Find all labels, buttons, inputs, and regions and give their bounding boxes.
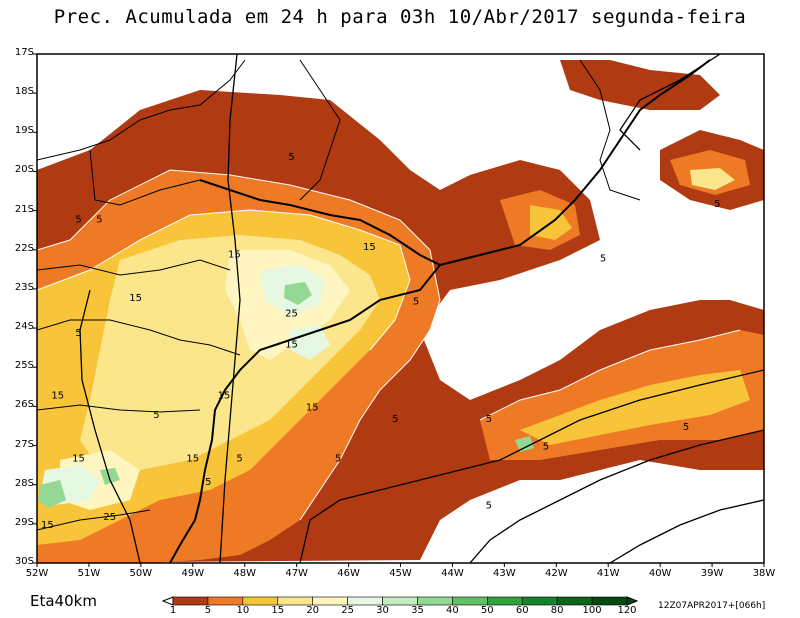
contour-label: 5 [413, 297, 419, 308]
lon-label: 44W [441, 568, 464, 579]
colorbar-label: 25 [341, 605, 354, 616]
lon-label: 39W [700, 568, 724, 579]
contour-label: 15 [51, 391, 64, 402]
lat-label: 25S [14, 360, 34, 372]
contour-label: 15 [72, 453, 85, 464]
lon-label: 43W [493, 568, 516, 579]
contour-label: 5 [486, 414, 492, 425]
contour-label: 25 [285, 308, 298, 319]
contour-label: 5 [543, 442, 549, 453]
coastline [169, 59, 711, 563]
contour-label: 5 [392, 414, 398, 425]
contour-label: 15 [228, 250, 241, 261]
lat-label: 22S [14, 242, 34, 254]
colorbar-label: 100 [582, 605, 602, 616]
contour-label: 5 [683, 422, 689, 433]
lat-label: 30S [14, 556, 34, 567]
colorbar-label: 60 [515, 605, 529, 616]
colorbar-swatch [207, 596, 244, 606]
colorbar-label: 20 [306, 605, 320, 616]
colorbar [161, 596, 639, 606]
lon-label: 41W [596, 568, 620, 579]
colorbar-label: 15 [271, 605, 285, 616]
lat-label: 29S [14, 516, 34, 528]
y-ticks [33, 53, 37, 564]
lat-label: 17S [14, 47, 34, 58]
precip-30mm-layer [40, 265, 330, 505]
lat-label: 26S [14, 399, 34, 411]
lon-label: 48W [233, 568, 257, 579]
contour-label: 5 [486, 500, 492, 511]
colorbar-label: 10 [236, 605, 250, 616]
colorbar-label: 80 [550, 605, 564, 616]
colorbar-right-arrow [626, 596, 639, 606]
x-ticks [36, 563, 765, 567]
lon-label: 50W [129, 568, 153, 579]
contour-label: 5 [335, 453, 341, 464]
contour-label: 5 [75, 328, 81, 339]
contour-label: 5 [288, 152, 294, 163]
colorbar-label: 50 [480, 605, 494, 616]
colorbar-swatch [487, 596, 523, 606]
lat-label: 23S [14, 281, 34, 293]
lat-label: 27S [14, 438, 34, 450]
lat-label: 24S [14, 321, 34, 333]
colorbar-swatch [521, 596, 558, 606]
lat-label: 20S [14, 164, 34, 176]
contour-label: 25 [103, 512, 116, 523]
colorbar-swatch [312, 596, 348, 606]
isobars [79, 54, 764, 563]
contour-label: 5 [205, 477, 211, 488]
lon-label: 38W [752, 568, 776, 579]
contour-label: 5 [714, 199, 720, 210]
contour-label: 15 [186, 453, 199, 464]
colorbar-label: 40 [446, 605, 459, 616]
contour-labels: 5 5 5 15 15 15 25 5 5 15 15 15 5 15 5 5 5 5 15 15 5 5 5 5 25 15 5 5 [41, 152, 720, 531]
lon-label: 49W [181, 568, 205, 579]
colorbar-swatch [452, 596, 488, 606]
lon-label: 40W [648, 568, 672, 579]
colorbar-swatch [417, 596, 453, 606]
colorbar-label: 5 [204, 605, 212, 616]
lon-label: 52W [25, 568, 49, 579]
lat-label: 28S [14, 477, 34, 489]
contour-label: 5 [236, 453, 242, 464]
colorbar-label: 30 [376, 605, 389, 616]
colorbar-label: 120 [617, 605, 637, 616]
lat-label: 18S [14, 86, 34, 98]
lat-label: 19S [14, 125, 34, 137]
lon-label: 47W [285, 568, 308, 579]
lon-label: 45W [389, 568, 412, 579]
contour-label: 15 [218, 391, 231, 402]
contour-label: 5 [96, 214, 102, 225]
contour-label: 5 [153, 410, 159, 421]
colorbar-swatch [242, 596, 279, 606]
colorbar-swatch [382, 596, 418, 606]
contour-label: 5 [75, 214, 81, 225]
colorbar-swatch [277, 596, 313, 606]
colorbar-swatch [347, 596, 383, 606]
contour-label: 15 [363, 242, 376, 253]
lon-label: 46W [337, 568, 360, 579]
colorbar-left-arrow [161, 596, 174, 606]
contour-label: 15 [306, 402, 319, 413]
lon-label: 51W [77, 568, 101, 579]
precip-35mm-layer [38, 282, 534, 508]
run-stamp: 12Z07APR2017+[066h] [658, 601, 766, 611]
lat-label: 21S [14, 203, 34, 215]
colorbar-swatch [172, 596, 209, 606]
colorbar-label: 1 [169, 605, 177, 616]
colorbar-label: 35 [411, 605, 424, 616]
lon-label: 42W [544, 568, 568, 579]
model-label: Eta40km [30, 592, 97, 610]
state-borders [37, 59, 641, 531]
contour-label: 15 [41, 520, 54, 531]
colorbar-swatch [556, 596, 593, 606]
colorbar-swatch [591, 596, 628, 606]
contour-label: 5 [600, 254, 606, 265]
map-title: Prec. Acumulada em 24 h para 03h 10/Abr/… [53, 6, 747, 28]
contour-label: 15 [285, 340, 298, 351]
contour-label: 15 [129, 293, 142, 304]
